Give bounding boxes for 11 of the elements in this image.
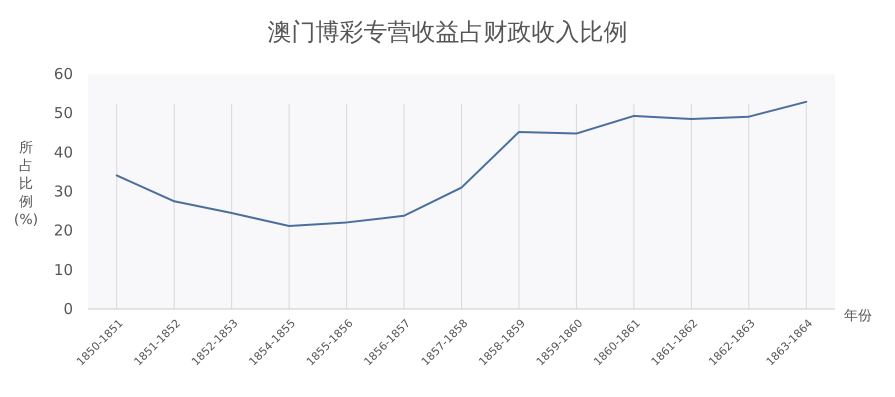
y-tick-label: 10 [54,260,73,279]
y-tick-label: 40 [54,143,73,162]
y-tick-label: 50 [54,104,73,122]
y-axis-title: 所占比例(%) [14,140,38,228]
y-tick-label: 30 [54,182,73,200]
y-tick-label: 20 [54,222,73,240]
x-axis-title: 年份 [844,308,872,324]
chart-title: 澳门博彩专营收益占财政收入比例 [268,18,628,46]
y-tick-label: 0 [63,300,73,318]
line-series [116,100,808,227]
y-tick-label: 60 [54,65,73,83]
